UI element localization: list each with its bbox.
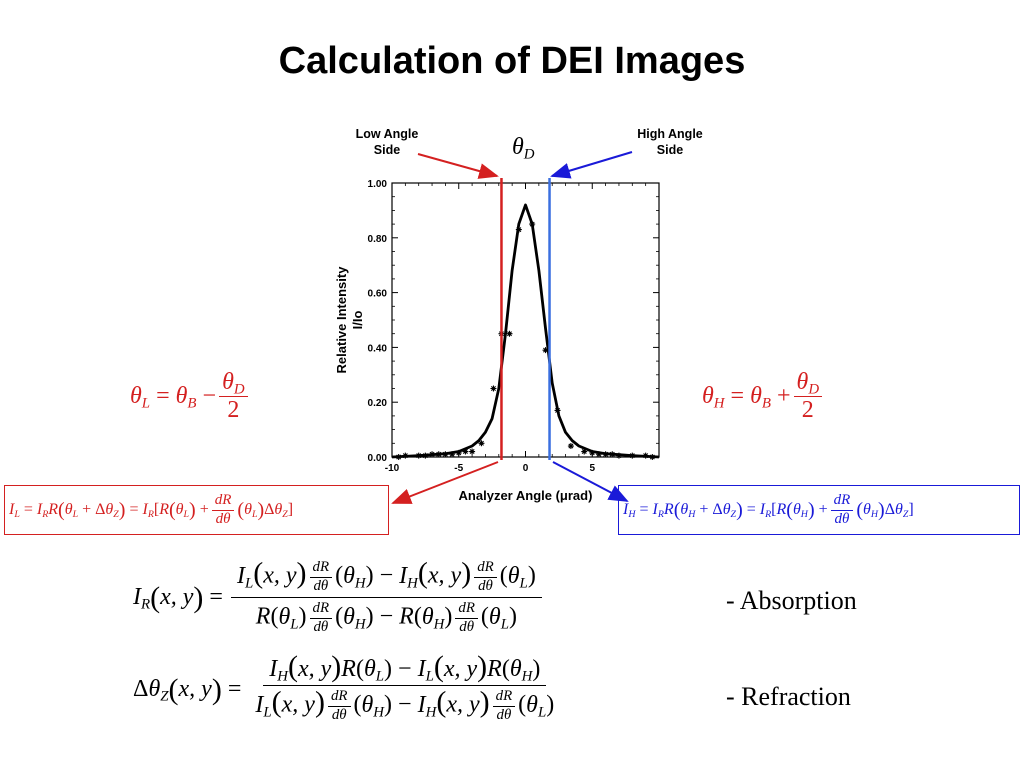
y-tick-label: 0.20 [368,398,388,409]
y-tick-label: 0.40 [368,343,388,354]
absorption-equation: IR(x, y) = IL(x, y) dR dθ (θH) − IH(x, y) dR… [133,558,542,635]
data-point [455,449,462,456]
x-tick-label: 5 [589,463,595,474]
data-point [542,347,549,354]
data-point [415,452,422,459]
ih-box-arrow [552,461,629,502]
slide-title: Calculation of DEI Images [278,40,746,82]
il-box-arrow [391,461,499,504]
rocking-curve-line [391,203,660,459]
data-point [642,452,649,459]
y-tick-label: 0.80 [368,234,388,245]
x-tick-label: 0 [523,463,529,474]
data-point [581,448,588,455]
data-point [395,454,402,460]
low-angle-side-label: Low Angle Side [355,127,419,157]
data-point [615,452,622,459]
y-axis-label: I/Io [350,311,365,330]
plot-frame [391,182,660,458]
data-point [589,449,596,456]
data-point [435,451,442,458]
x-tick-label: -5 [454,463,463,474]
data-point [595,451,602,458]
y-axis-label: Relative Intensity [334,266,349,374]
high-angle-side-label: High Angle Side [637,127,703,157]
data-point [490,385,497,392]
absorption-label: - Absorption [726,586,857,615]
data-point [629,452,636,459]
data-point [602,451,609,458]
high-angle-arrow [550,151,633,179]
data-point [649,454,656,460]
data-point [506,330,513,337]
theta-d-label: θD [512,134,535,163]
low-angle-arrow [417,153,499,179]
data-point [609,451,616,458]
y-tick-label: 1.00 [368,179,388,190]
y-tick-label: 0.60 [368,289,388,300]
data-point [462,448,469,455]
data-point [402,452,409,459]
data-point [469,448,476,455]
data-point [422,452,429,459]
theta-h-equation: θH = θB + θD 2 [702,369,825,423]
theta-l-equation: θL = θB − θD 2 [130,369,251,423]
data-point [429,451,436,458]
data-point [554,407,561,414]
x-axis-label: Analyzer Angle (μrad) [459,488,593,503]
data-point [442,451,449,458]
data-point [515,226,522,233]
data-point [478,440,485,447]
data-point [529,221,536,228]
x-tick-label: -10 [385,463,400,474]
data-point [567,443,574,450]
y-tick-label: 0.00 [368,453,388,464]
refraction-label: - Refraction [726,682,851,711]
data-point [449,451,456,458]
